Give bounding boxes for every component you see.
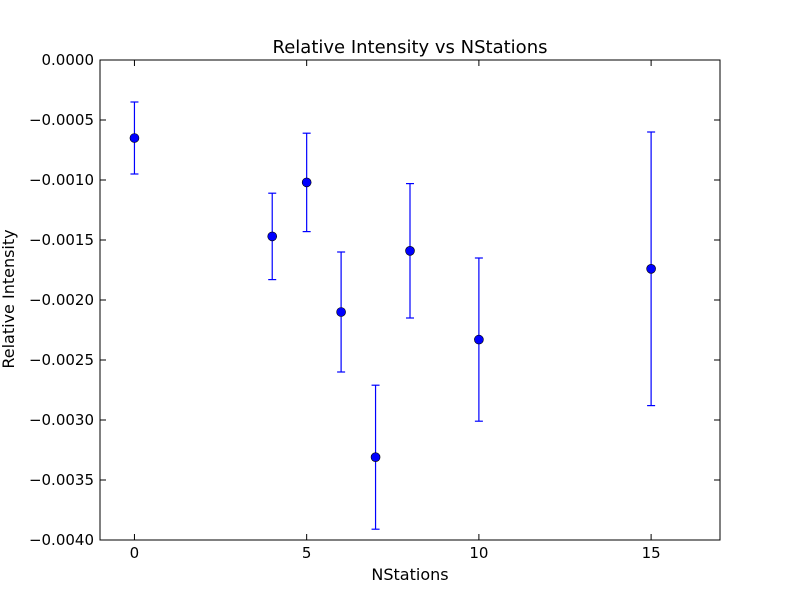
chart-title: Relative Intensity vs NStations	[273, 37, 548, 58]
y-tick-label: −0.0035	[29, 471, 94, 489]
data-point	[370, 452, 381, 463]
data-point	[405, 246, 415, 256]
x-tick-label: 0	[130, 544, 140, 562]
data-point	[301, 177, 312, 188]
y-tick-label: 0.0000	[42, 51, 95, 69]
data-point	[646, 263, 656, 274]
y-tick-label: −0.0020	[29, 291, 94, 309]
x-tick-label: 5	[302, 544, 312, 562]
data-point	[336, 307, 346, 317]
y-axis-label: Relative Intensity	[0, 229, 18, 368]
x-tick-label: 10	[469, 544, 488, 562]
y-tick-label: −0.0040	[29, 531, 94, 549]
data-point	[129, 133, 140, 143]
y-tick-label: −0.0005	[29, 111, 94, 129]
y-tick-label: −0.0025	[29, 351, 94, 369]
data-point	[267, 231, 278, 242]
y-tick-label: −0.0030	[29, 411, 94, 429]
y-tick-label: −0.0010	[29, 171, 94, 189]
x-axis-label: NStations	[371, 565, 448, 584]
data-point	[474, 334, 484, 345]
plot-area: 0 5 10 15 0.0000 −0.0005 −0.0010 −0.0015 −0.0020…	[29, 51, 721, 562]
x-tick-label: 15	[642, 544, 661, 562]
y-tick-label: −0.0015	[29, 231, 94, 249]
